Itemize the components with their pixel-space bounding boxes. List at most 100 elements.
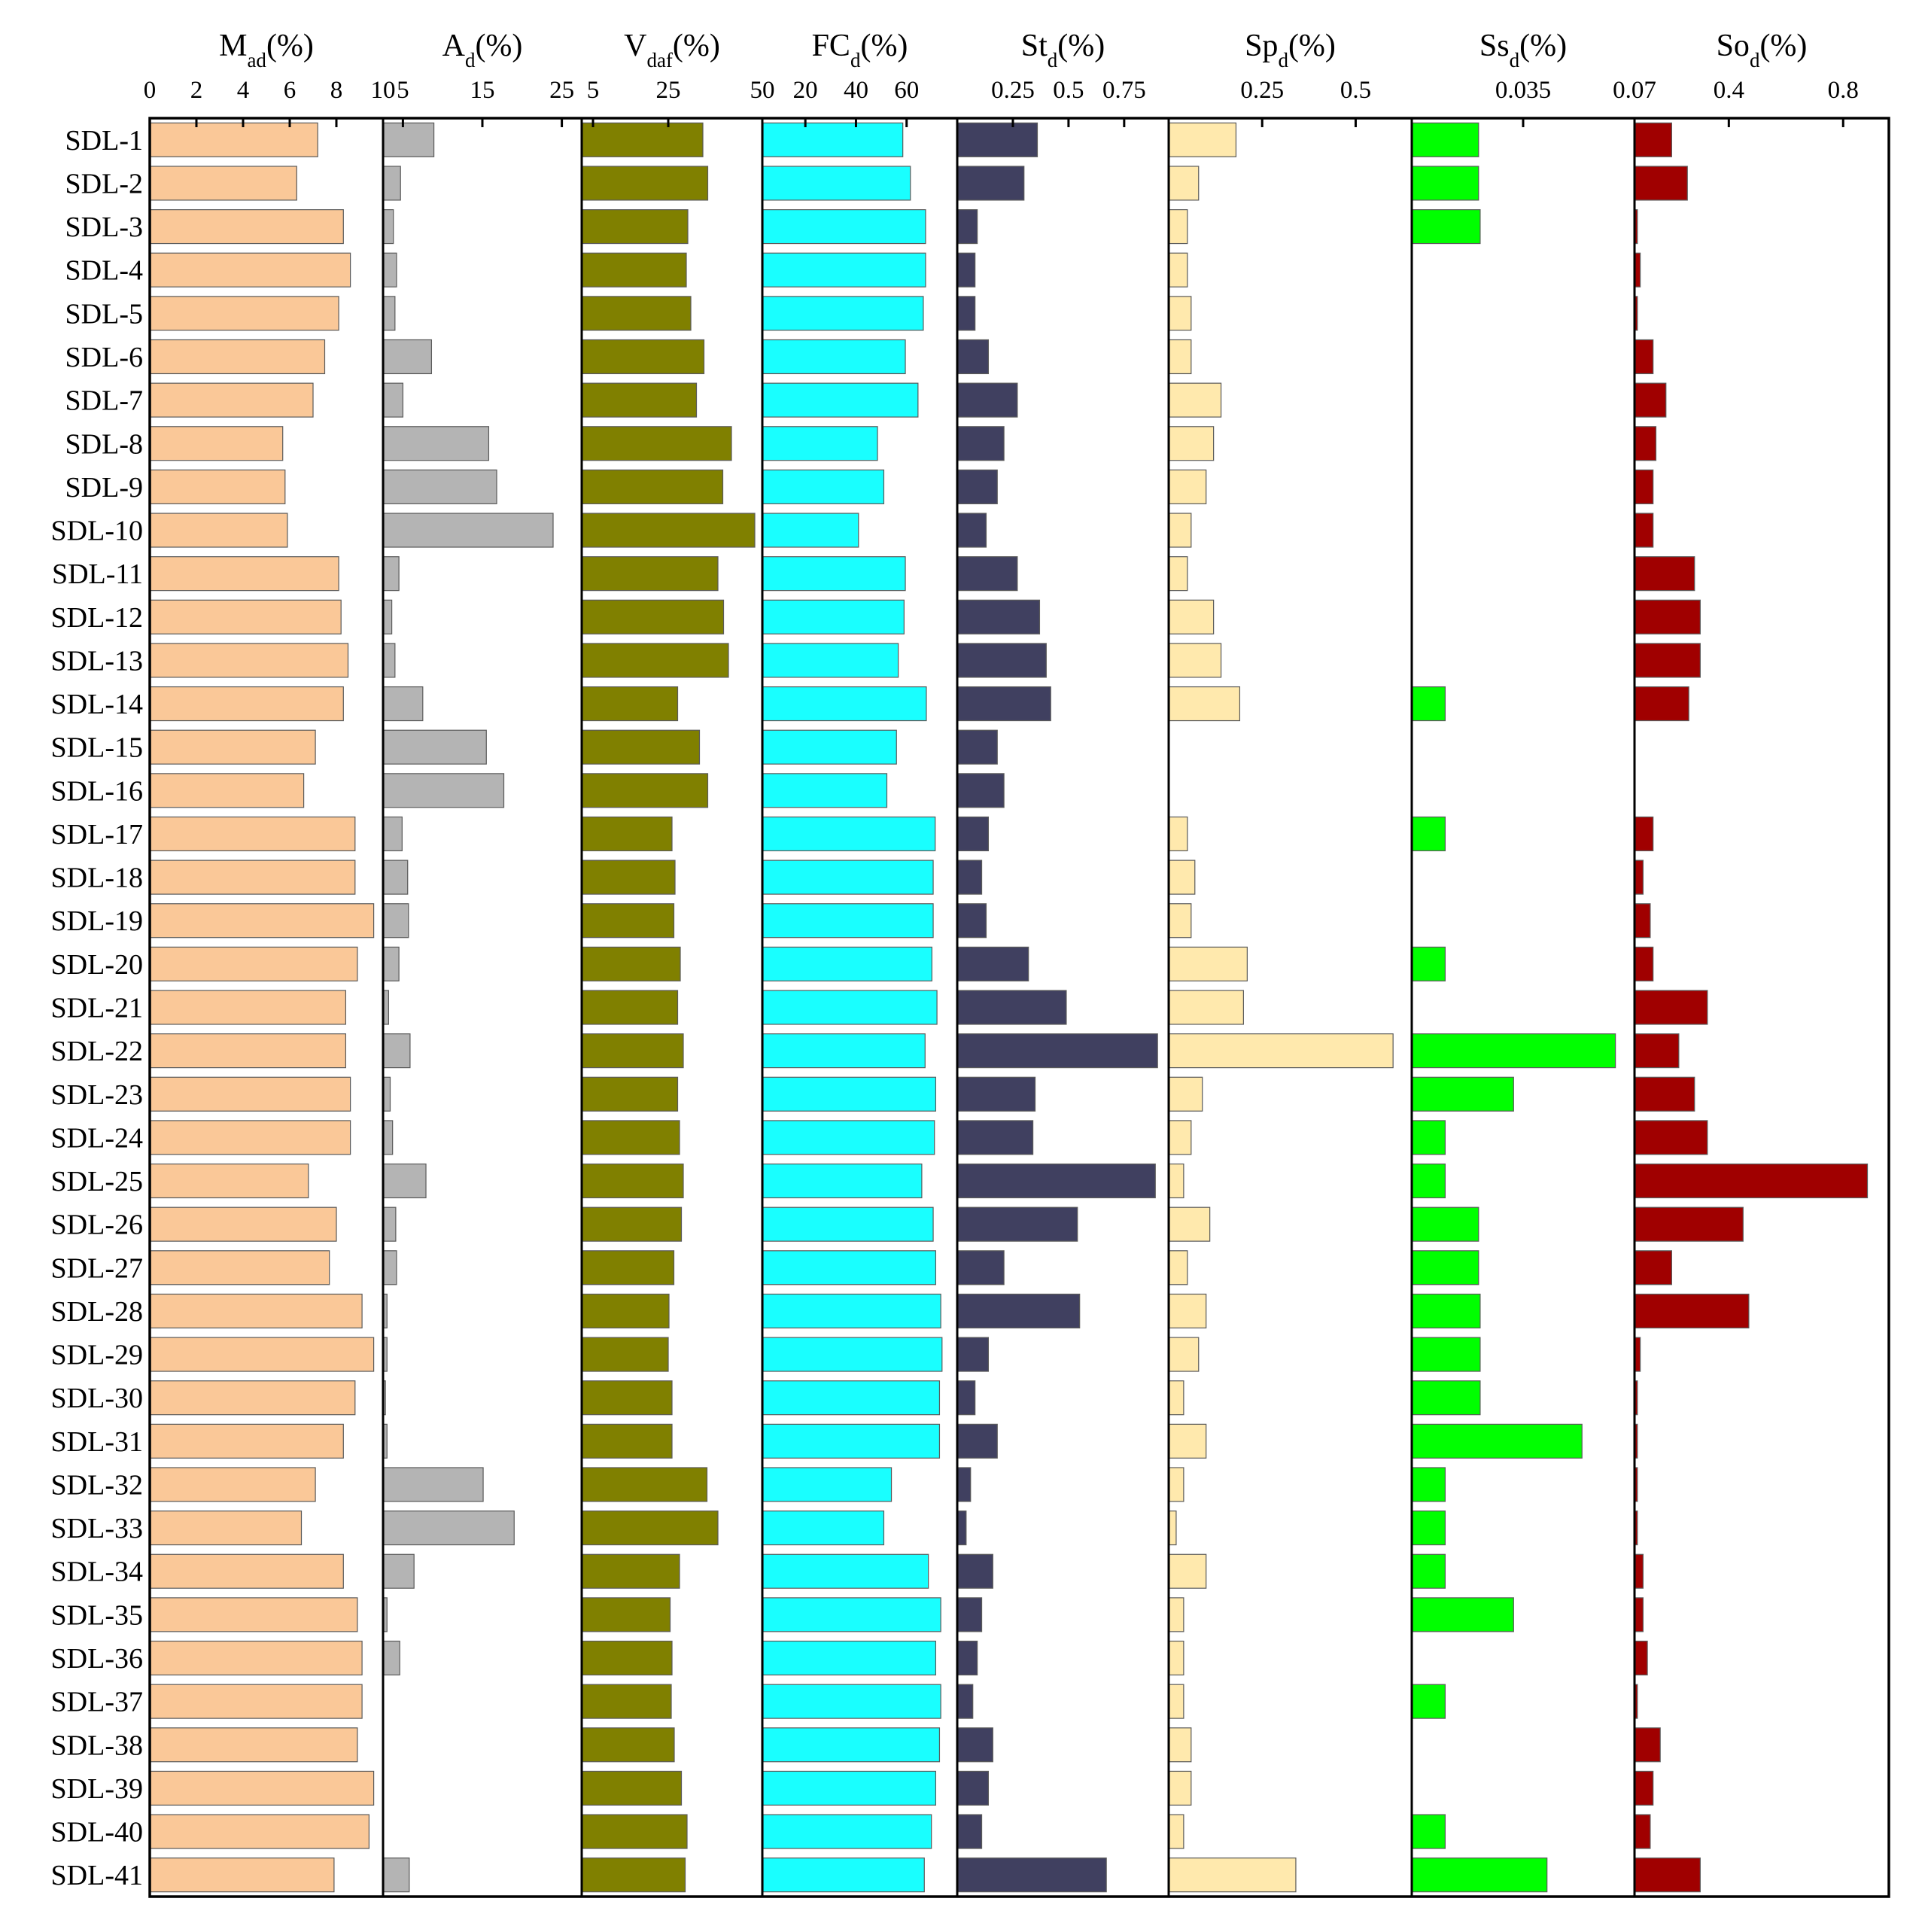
bar-spd-SDL-35 <box>1169 1597 1184 1632</box>
bar-std-SDL-22 <box>957 1033 1158 1069</box>
bar-ssd-SDL-26 <box>1412 1206 1479 1242</box>
bar-fcd-SDL-32 <box>762 1467 893 1502</box>
bar-sod-SDL-8 <box>1635 426 1657 461</box>
bar-mad-SDL-7 <box>150 382 314 418</box>
bar-std-SDL-35 <box>957 1597 983 1632</box>
bar-fcd-SDL-2 <box>762 166 911 201</box>
category-label: SDL-25 <box>51 1166 143 1197</box>
bar-ad-SDL-22 <box>383 1033 411 1069</box>
bar-sod-SDL-35 <box>1635 1597 1644 1632</box>
bar-mad-SDL-6 <box>150 339 326 375</box>
bar-std-SDL-13 <box>957 643 1047 678</box>
bar-ad-SDL-2 <box>383 166 401 201</box>
bar-ssd-SDL-2 <box>1412 166 1479 201</box>
title-unit: (%) <box>266 29 314 63</box>
bar-spd-SDL-40 <box>1169 1814 1184 1849</box>
bar-sod-SDL-41 <box>1635 1857 1701 1893</box>
category-label: SDL-9 <box>65 472 143 504</box>
bar-spd-SDL-33 <box>1169 1511 1177 1546</box>
bar-ad-SDL-21 <box>383 990 389 1025</box>
title-main: So <box>1717 29 1750 63</box>
bar-mad-SDL-16 <box>150 773 305 808</box>
bar-std-SDL-36 <box>957 1640 978 1676</box>
category-label: SDL-35 <box>51 1599 143 1631</box>
bar-fcd-SDL-11 <box>762 556 906 592</box>
title-subscript: d <box>1750 49 1760 71</box>
tick-label: 8 <box>330 77 343 104</box>
bar-fcd-SDL-5 <box>762 296 924 331</box>
bar-ad-SDL-9 <box>383 469 497 504</box>
bar-fcd-SDL-10 <box>762 513 859 548</box>
bar-vdaf-SDL-10 <box>582 513 756 548</box>
bar-spd-SDL-9 <box>1169 469 1207 504</box>
bar-spd-SDL-36 <box>1169 1640 1184 1676</box>
panel-title-spd: Spd(%) <box>1245 29 1336 71</box>
bar-vdaf-SDL-1 <box>582 122 704 157</box>
category-label: SDL-12 <box>51 602 143 634</box>
bar-vdaf-SDL-29 <box>582 1337 669 1372</box>
bar-ssd-SDL-37 <box>1412 1684 1446 1719</box>
bar-sod-SDL-29 <box>1635 1337 1641 1372</box>
bar-mad-SDL-30 <box>150 1380 356 1416</box>
category-label: SDL-8 <box>65 428 143 460</box>
bar-mad-SDL-4 <box>150 252 351 288</box>
bar-fcd-SDL-35 <box>762 1597 941 1632</box>
bar-fcd-SDL-27 <box>762 1250 937 1285</box>
bar-vdaf-SDL-35 <box>582 1597 671 1632</box>
bar-sod-SDL-40 <box>1635 1814 1651 1849</box>
bar-vdaf-SDL-14 <box>582 686 679 722</box>
bar-spd-SDL-41 <box>1169 1857 1297 1893</box>
bar-vdaf-SDL-20 <box>582 946 681 981</box>
category-label: SDL-6 <box>65 342 143 373</box>
bar-fcd-SDL-34 <box>762 1553 929 1589</box>
bar-spd-SDL-11 <box>1169 556 1188 592</box>
bar-ssd-SDL-3 <box>1412 209 1481 245</box>
tick-label: 40 <box>844 77 868 104</box>
bar-ssd-SDL-27 <box>1412 1250 1479 1285</box>
bar-mad-SDL-35 <box>150 1597 358 1632</box>
tick-label: 15 <box>470 77 495 104</box>
panel-title-ssd: Ssd(%) <box>1479 29 1567 71</box>
bar-ad-SDL-36 <box>383 1640 400 1676</box>
bar-fcd-SDL-20 <box>762 946 932 981</box>
category-label: SDL-33 <box>51 1513 143 1544</box>
category-label: SDL-16 <box>51 775 143 807</box>
bar-vdaf-SDL-2 <box>582 166 709 201</box>
bar-ad-SDL-27 <box>383 1250 397 1285</box>
tick-label: 0.75 <box>1102 77 1146 104</box>
bar-spd-SDL-22 <box>1169 1033 1394 1069</box>
bar-mad-SDL-26 <box>150 1206 337 1242</box>
category-label: SDL-11 <box>52 558 143 590</box>
bar-ssd-SDL-25 <box>1412 1163 1446 1199</box>
bar-std-SDL-9 <box>957 469 998 504</box>
bar-fcd-SDL-14 <box>762 686 927 722</box>
bar-fcd-SDL-13 <box>762 643 899 678</box>
tick-label: 2 <box>190 77 203 104</box>
bar-std-SDL-25 <box>957 1163 1156 1199</box>
bar-mad-SDL-32 <box>150 1467 316 1502</box>
bar-sod-SDL-12 <box>1635 599 1701 634</box>
bar-spd-SDL-20 <box>1169 946 1248 981</box>
title-subscript: d <box>850 49 861 71</box>
title-unit: (%) <box>1057 29 1105 63</box>
bar-vdaf-SDL-40 <box>582 1814 688 1849</box>
tick-label: 50 <box>750 77 775 104</box>
bar-mad-SDL-27 <box>150 1250 330 1285</box>
bar-fcd-SDL-24 <box>762 1120 935 1155</box>
category-label: SDL-31 <box>51 1426 143 1458</box>
category-label: SDL-20 <box>51 949 143 981</box>
title-unit: (%) <box>860 29 908 63</box>
bar-fcd-SDL-36 <box>762 1640 937 1676</box>
title-unit: (%) <box>1519 29 1567 63</box>
bar-vdaf-SDL-7 <box>582 382 698 418</box>
tick-label: 5 <box>587 77 600 104</box>
tick-label: 0.4 <box>1714 77 1744 104</box>
bar-fcd-SDL-23 <box>762 1076 937 1112</box>
panel-ad: 5 15 25 Ad(%) <box>383 29 574 1893</box>
bar-spd-SDL-37 <box>1169 1684 1184 1719</box>
bar-spd-SDL-27 <box>1169 1250 1188 1285</box>
bar-ad-SDL-24 <box>383 1120 394 1155</box>
category-label: SDL-34 <box>51 1556 143 1588</box>
tick-label: 25 <box>549 77 574 104</box>
bar-sod-SDL-26 <box>1635 1206 1744 1242</box>
